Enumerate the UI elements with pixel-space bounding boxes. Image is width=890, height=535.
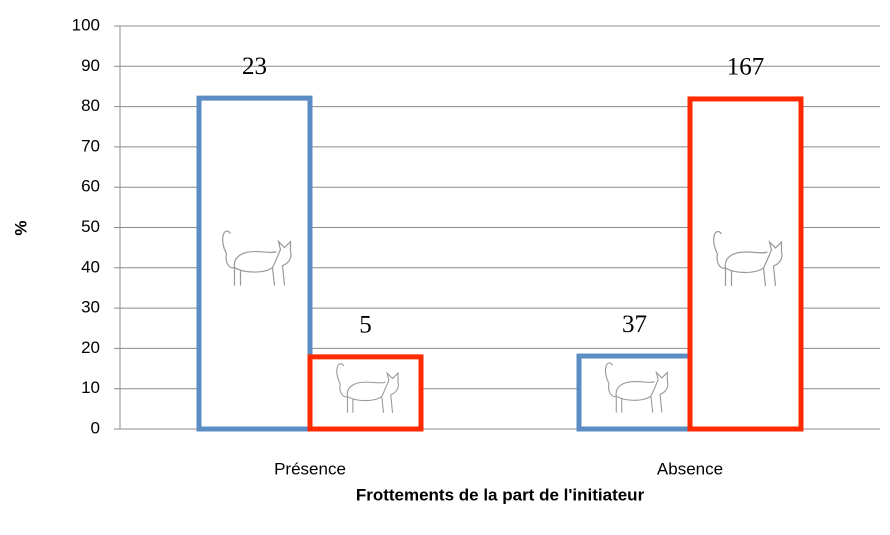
bar [576, 353, 693, 432]
x-tick-label: Absence [657, 459, 723, 478]
bar [307, 354, 424, 432]
y-tick-label: 100 [72, 15, 100, 34]
data-label: 5 [359, 312, 372, 339]
data-label: 167 [727, 54, 765, 81]
y-tick-label: 40 [81, 257, 100, 276]
bar [196, 95, 313, 432]
y-tick-label: 0 [91, 418, 100, 437]
y-tick-label: 10 [81, 378, 100, 397]
data-label: 37 [622, 311, 647, 338]
y-tick-label: 80 [81, 96, 100, 115]
y-tick-label: 60 [81, 177, 100, 196]
y-tick-label: 20 [81, 338, 100, 357]
y-tick-label: 70 [81, 136, 100, 155]
x-tick-label: Présence [274, 459, 346, 478]
y-axis-title: % [11, 220, 30, 235]
y-tick-label: 30 [81, 298, 100, 317]
data-label: 23 [242, 53, 267, 80]
y-tick-label: 90 [81, 56, 100, 75]
x-axis-title: Frottements de la part de l'initiateur [356, 485, 645, 504]
y-tick-label: 50 [81, 217, 100, 236]
bar [687, 96, 804, 432]
